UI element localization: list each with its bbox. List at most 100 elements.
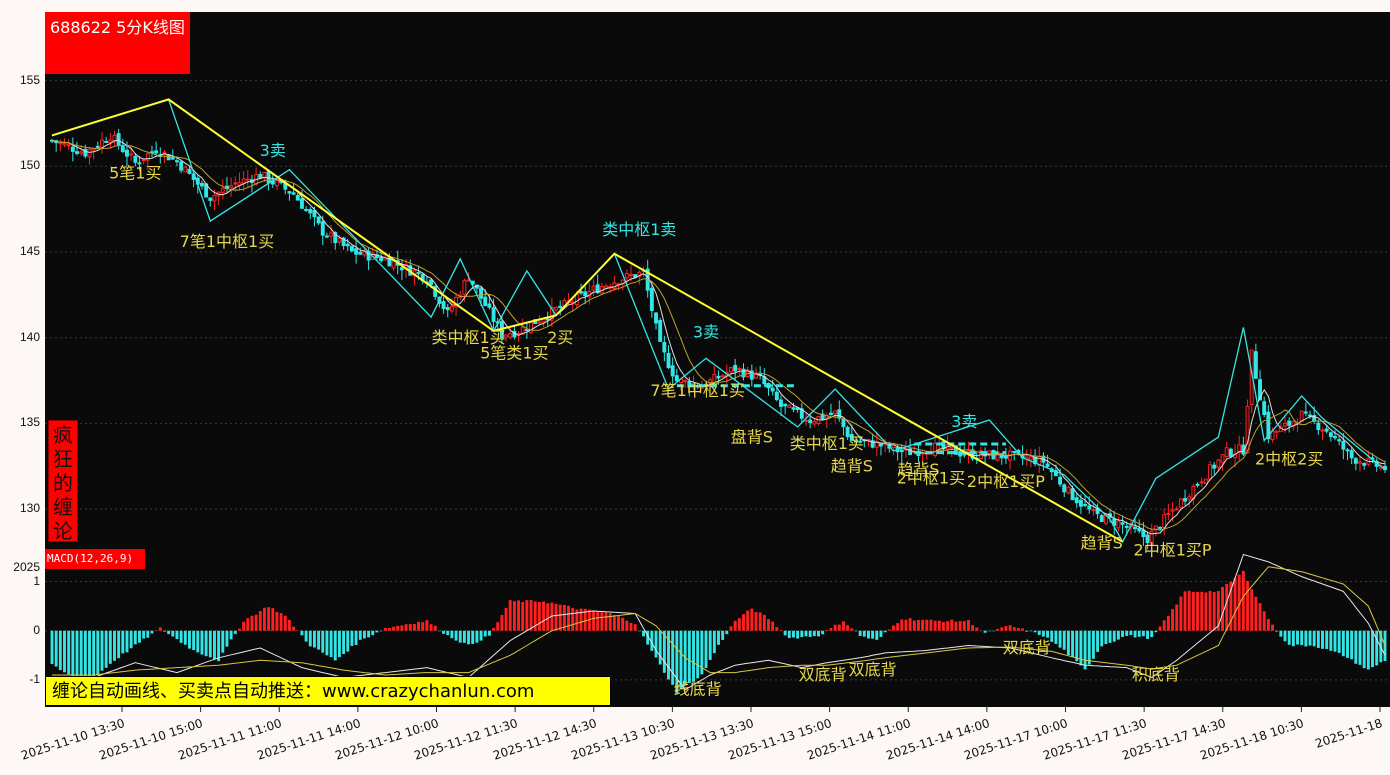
y-tick-label: 140 <box>19 329 40 344</box>
macd-bar <box>921 619 925 631</box>
macd-bar <box>1108 630 1112 643</box>
macd-bar <box>104 630 108 668</box>
macd-bar <box>1233 577 1237 631</box>
candle-body <box>1083 504 1088 507</box>
macd-bar <box>350 630 354 646</box>
macd-bar <box>1025 630 1029 632</box>
signal-label: 2买 <box>547 328 573 347</box>
macd-bar <box>1225 583 1229 631</box>
candle-body <box>1145 534 1150 544</box>
macd-bar <box>908 618 912 631</box>
macd-bar <box>462 630 466 643</box>
macd-bar <box>1312 630 1316 647</box>
candle-body <box>1199 481 1204 484</box>
macd-bar <box>575 609 579 631</box>
candle-body <box>733 364 738 372</box>
candle-body <box>820 413 825 420</box>
macd-bar <box>275 611 279 631</box>
candle-body <box>1208 464 1213 480</box>
candle-body <box>324 235 329 238</box>
candle-body <box>804 419 808 422</box>
macd-bar <box>154 630 158 631</box>
macd-bar <box>292 626 296 631</box>
macd-bar <box>1275 630 1279 632</box>
candle-body <box>1066 486 1071 494</box>
macd-bar <box>1079 630 1083 666</box>
candle-body <box>1053 470 1058 477</box>
macd-bar <box>542 601 546 631</box>
macd-bar <box>583 608 587 631</box>
macd-bar <box>1071 630 1075 658</box>
macd-bar <box>1191 591 1195 631</box>
candle-body <box>70 146 75 152</box>
macd-bar <box>1062 630 1066 650</box>
macd-bar <box>446 630 450 636</box>
macd-bar <box>854 630 858 632</box>
macd-bar <box>167 630 171 635</box>
macd-bar <box>383 627 387 631</box>
macd-bar <box>1066 630 1070 656</box>
macd-bar <box>779 629 783 631</box>
signal-label: 3卖 <box>693 323 719 342</box>
macd-bar <box>458 630 462 643</box>
candle-body <box>145 153 150 161</box>
macd-bar <box>508 600 512 631</box>
candle-body <box>258 174 263 179</box>
macd-bar <box>254 614 258 631</box>
candle-body <box>1266 411 1271 440</box>
macd-bar <box>1366 630 1370 670</box>
macd-bar <box>1121 630 1125 637</box>
candle-body <box>899 449 904 453</box>
candle-body <box>858 440 863 443</box>
candle-body <box>770 387 775 392</box>
macd-bar <box>279 613 283 631</box>
macd-bar <box>1296 630 1299 645</box>
macd-bar <box>758 612 762 631</box>
candle-body <box>141 159 146 162</box>
candle-body <box>299 198 304 209</box>
macd-bar <box>1258 603 1262 631</box>
candle-body <box>212 194 217 202</box>
macd-bar <box>883 630 887 633</box>
candle-body <box>1074 497 1079 504</box>
macd-bar <box>1308 630 1312 646</box>
candle-body <box>1349 450 1354 459</box>
candle-body <box>879 443 883 447</box>
candle-body <box>175 160 179 163</box>
candle-body <box>1170 509 1175 512</box>
candle-body <box>1012 450 1017 453</box>
macd-bar <box>358 630 362 640</box>
candle-body <box>462 280 467 295</box>
divergence-label: 双底背 <box>849 660 897 679</box>
macd-bar <box>396 625 400 631</box>
candle-body <box>908 448 913 456</box>
macd-bar <box>1200 591 1204 631</box>
macd-bar <box>133 630 137 645</box>
macd-bar <box>387 628 391 631</box>
macd-bar <box>404 624 408 631</box>
macd-bar <box>487 630 491 636</box>
candle-body <box>791 407 796 410</box>
candle-body <box>1237 444 1242 454</box>
macd-bar <box>621 617 625 631</box>
macd-bar <box>771 621 775 631</box>
macd-bar <box>108 630 112 664</box>
macd-bar <box>904 619 908 631</box>
candle-body <box>1116 520 1121 529</box>
macd-bar <box>762 614 766 631</box>
macd-bar <box>304 630 308 642</box>
macd-bar <box>296 630 300 631</box>
macd-bar <box>629 622 633 631</box>
candle-body <box>1283 422 1287 427</box>
candle-body <box>1358 461 1362 464</box>
candle-body <box>545 318 550 321</box>
signal-label: 7笔1中枢1买 <box>180 232 275 251</box>
macd-bar <box>221 630 225 653</box>
candle-body <box>583 291 588 297</box>
macd-bar <box>950 619 954 631</box>
macd-bar <box>1096 630 1100 652</box>
macd-bar <box>229 630 233 640</box>
candle-body <box>554 307 558 311</box>
macd-bar <box>958 621 962 631</box>
candle-body <box>170 157 175 160</box>
